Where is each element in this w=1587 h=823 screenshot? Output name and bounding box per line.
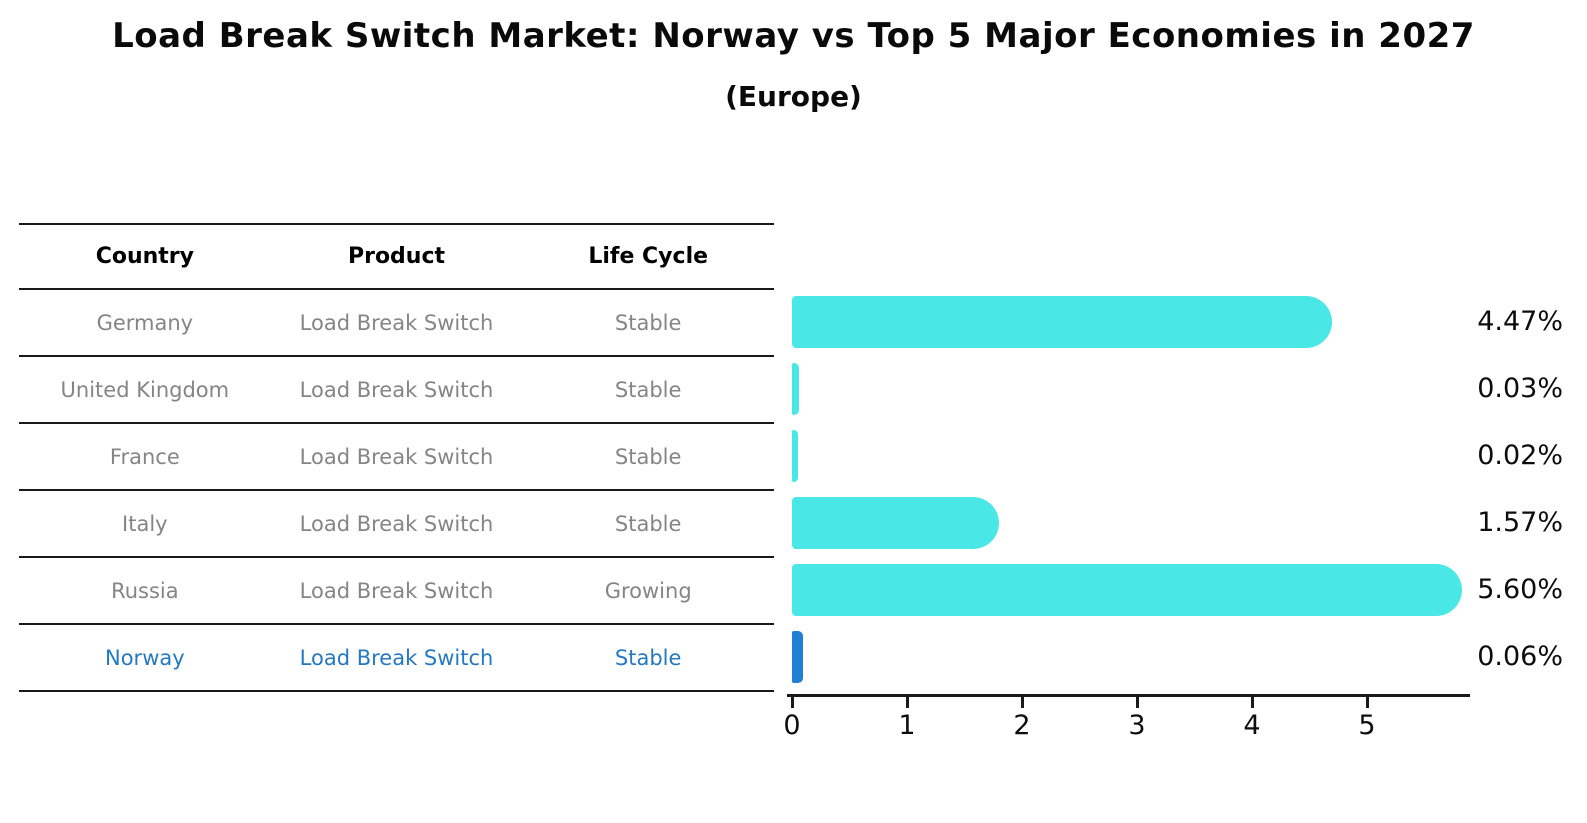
x-tick-label: 2 bbox=[1013, 710, 1031, 741]
product-cell: Load Break Switch bbox=[299, 310, 494, 335]
x-tick-mark bbox=[1136, 697, 1139, 708]
table-row-russia: Russia Load Break Switch Growing bbox=[19, 558, 774, 625]
table-row-france: France Load Break Switch Stable bbox=[19, 424, 774, 491]
product-cell: Load Break Switch bbox=[299, 645, 494, 670]
table-row-united-kingdom: United Kingdom Load Break Switch Stable bbox=[19, 357, 774, 424]
country-cell: Norway bbox=[105, 645, 185, 670]
table-row-italy: Italy Load Break Switch Stable bbox=[19, 491, 774, 558]
bar-row-france bbox=[792, 422, 1482, 489]
country-cell: Italy bbox=[122, 511, 168, 536]
bar-russia bbox=[792, 563, 1462, 616]
table-header-row: Country Product Life Cycle bbox=[19, 225, 774, 290]
bar-row-russia bbox=[792, 556, 1482, 623]
bar-germany bbox=[792, 295, 1333, 348]
country-table: Country Product Life Cycle Germany Load … bbox=[19, 223, 774, 692]
value-label-norway: 0.06% bbox=[1477, 641, 1563, 672]
product-cell: Load Break Switch bbox=[299, 444, 494, 469]
product-cell: Load Break Switch bbox=[299, 578, 494, 603]
x-tick-mark bbox=[1021, 697, 1024, 708]
x-tick-label: 5 bbox=[1358, 710, 1376, 741]
bar-united-kingdom bbox=[792, 362, 800, 415]
x-tick-label: 0 bbox=[783, 710, 801, 741]
life-cycle-cell: Stable bbox=[614, 377, 682, 402]
value-label-france: 0.02% bbox=[1477, 440, 1563, 471]
value-label-united-kingdom: 0.03% bbox=[1477, 373, 1563, 404]
life-cycle-cell: Stable bbox=[614, 310, 682, 335]
table-header-life-cycle: Life Cycle bbox=[588, 244, 709, 269]
bar-row-germany bbox=[792, 288, 1482, 355]
bar-france bbox=[792, 429, 799, 482]
product-cell: Load Break Switch bbox=[299, 377, 494, 402]
x-tick-label: 1 bbox=[898, 710, 916, 741]
country-cell: France bbox=[109, 444, 180, 469]
product-cell: Load Break Switch bbox=[299, 511, 494, 536]
bar-plot-area bbox=[792, 288, 1482, 690]
value-label-russia: 5.60% bbox=[1477, 574, 1563, 605]
country-cell: United Kingdom bbox=[60, 377, 230, 402]
bar-row-united-kingdom bbox=[792, 355, 1482, 422]
x-tick-mark bbox=[791, 697, 794, 708]
bar-row-norway bbox=[792, 623, 1482, 690]
table-header-product: Product bbox=[347, 244, 446, 269]
life-cycle-cell: Stable bbox=[614, 444, 682, 469]
life-cycle-cell: Stable bbox=[614, 645, 682, 670]
table-row-norway: Norway Load Break Switch Stable bbox=[19, 625, 774, 692]
table-row-germany: Germany Load Break Switch Stable bbox=[19, 290, 774, 357]
x-tick-mark bbox=[906, 697, 909, 708]
bar-italy bbox=[792, 496, 999, 549]
life-cycle-cell: Growing bbox=[604, 578, 692, 603]
bar-norway bbox=[792, 630, 803, 683]
x-tick-mark bbox=[1366, 697, 1369, 708]
value-label-italy: 1.57% bbox=[1477, 507, 1563, 538]
x-tick-mark bbox=[1251, 697, 1254, 708]
chart-subtitle: (Europe) bbox=[725, 80, 862, 113]
value-label-column: 4.47% 0.03% 0.02% 1.57% 5.60% 0.06% bbox=[1400, 288, 1563, 690]
bar-row-italy bbox=[792, 489, 1482, 556]
x-tick-label: 4 bbox=[1243, 710, 1261, 741]
country-cell: Germany bbox=[96, 310, 194, 335]
country-cell: Russia bbox=[111, 578, 179, 603]
life-cycle-cell: Stable bbox=[614, 511, 682, 536]
table-header-country: Country bbox=[95, 244, 194, 269]
chart-title: Load Break Switch Market: Norway vs Top … bbox=[112, 16, 1475, 56]
x-tick-label: 3 bbox=[1128, 710, 1146, 741]
x-axis-line bbox=[787, 694, 1470, 697]
value-label-germany: 4.47% bbox=[1477, 306, 1563, 337]
